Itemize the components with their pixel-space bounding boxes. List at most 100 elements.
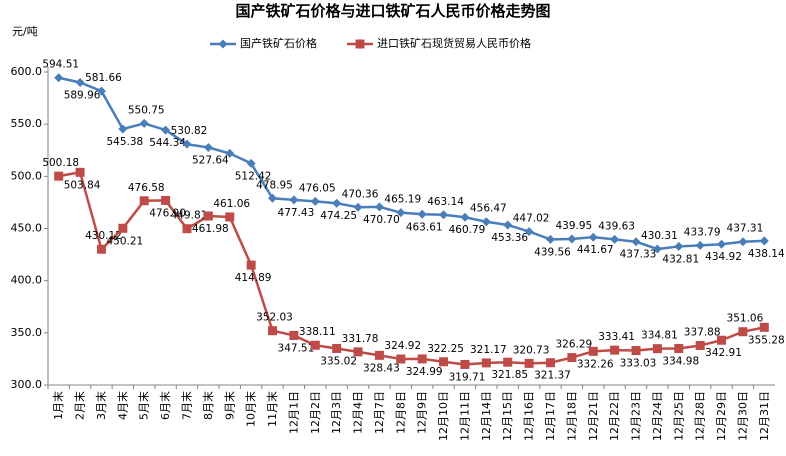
data-label: 352.03: [256, 312, 293, 324]
x-tick-label: 12月14日: [480, 391, 493, 441]
marker: [289, 330, 299, 340]
marker: [524, 227, 534, 237]
data-label: 460.79: [449, 224, 486, 236]
data-label: 530.82: [171, 125, 208, 137]
marker: [161, 195, 171, 205]
data-label: 321.85: [491, 369, 528, 381]
data-label: 465.19: [384, 194, 421, 206]
marker: [631, 346, 641, 356]
x-tick-label: 12月7日: [373, 391, 386, 434]
marker: [96, 244, 106, 254]
y-axis-label: 元/吨: [12, 25, 38, 38]
data-label: 337.88: [684, 326, 721, 338]
x-tick-label: 2月末: [73, 391, 87, 420]
data-label: 453.36: [491, 232, 528, 244]
data-label: 438.14: [748, 248, 785, 260]
data-label: 335.02: [320, 355, 357, 367]
data-label: 463.61: [406, 221, 443, 233]
x-tick-label: 12月15日: [501, 391, 514, 441]
data-label: 441.67: [577, 244, 614, 256]
data-label: 355.28: [748, 334, 785, 346]
marker: [695, 240, 705, 250]
data-label: 332.26: [577, 358, 614, 370]
x-tick-label: 9月末: [222, 391, 236, 420]
marker: [139, 196, 149, 206]
marker: [567, 234, 577, 244]
legend-marker: [218, 39, 228, 49]
marker: [225, 212, 235, 222]
x-tick-label: 12月9日: [416, 391, 429, 434]
marker: [182, 139, 192, 149]
marker: [310, 196, 320, 206]
data-label: 319.71: [449, 371, 486, 383]
data-label: 333.03: [620, 358, 657, 370]
data-label: 333.41: [598, 331, 635, 343]
data-label: 589.96: [64, 89, 101, 101]
series-line: [58, 170, 765, 366]
marker: [717, 239, 727, 249]
data-label: 328.43: [363, 362, 400, 374]
x-tick-label: 12月24日: [651, 391, 664, 441]
x-tick-label: 12月31日: [758, 391, 771, 441]
data-label: 321.17: [470, 344, 507, 356]
x-tick-label: 12月16日: [523, 391, 536, 441]
data-label: 334.81: [641, 330, 678, 342]
y-tick-label: 600.0: [11, 65, 43, 78]
data-label: 476.90: [149, 207, 186, 219]
data-label: 461.06: [213, 198, 250, 210]
marker: [759, 236, 769, 246]
x-tick-label: 12月1日: [287, 391, 300, 434]
marker: [54, 171, 64, 181]
marker: [332, 343, 342, 353]
data-label: 439.95: [555, 220, 592, 232]
marker: [481, 358, 491, 368]
data-label: 351.06: [727, 313, 764, 325]
marker: [439, 357, 449, 367]
x-tick-label: 10月末: [244, 391, 258, 427]
x-tick-label: 8月末: [201, 391, 215, 420]
marker: [439, 210, 449, 220]
data-label: 347.51: [278, 342, 315, 354]
x-tick-label: 12月21日: [587, 391, 600, 441]
marker: [610, 345, 620, 355]
marker: [268, 193, 278, 203]
data-label: 463.14: [427, 196, 464, 208]
y-tick-label: 300.0: [11, 378, 43, 391]
marker: [161, 125, 171, 135]
data-label: 527.64: [192, 154, 229, 166]
data-label: 544.34: [149, 137, 186, 149]
marker: [717, 335, 727, 345]
data-label: 439.56: [534, 246, 571, 258]
marker: [268, 326, 278, 336]
marker: [674, 241, 684, 251]
x-tick-label: 12月17日: [544, 391, 557, 441]
x-tick-label: 12月4日: [352, 391, 365, 434]
data-label: 430.12: [85, 230, 122, 242]
data-label: 338.11: [299, 326, 336, 338]
marker: [460, 359, 470, 369]
x-tick-label: 12月25日: [672, 391, 685, 441]
data-label: 478.95: [256, 179, 293, 191]
data-label: 503.84: [64, 179, 101, 191]
data-label: 321.37: [534, 370, 571, 382]
marker: [396, 354, 406, 364]
marker: [374, 350, 384, 360]
data-label: 414.89: [235, 272, 272, 284]
marker: [225, 148, 235, 158]
x-tick-label: 12月2日: [309, 391, 322, 434]
marker: [652, 244, 662, 254]
data-label: 324.92: [384, 340, 421, 352]
marker: [96, 86, 106, 96]
marker: [503, 220, 513, 230]
marker: [610, 234, 620, 244]
data-label: 456.47: [470, 203, 507, 215]
marker: [396, 208, 406, 218]
marker: [738, 237, 748, 247]
x-tick-label: 12月29日: [715, 391, 728, 441]
data-label: 474.25: [320, 210, 357, 222]
y-tick-label: 450.0: [11, 222, 43, 235]
x-tick-label: 12月10日: [437, 391, 450, 441]
marker: [545, 234, 555, 244]
y-tick-label: 400.0: [11, 274, 43, 287]
data-label: 594.51: [42, 59, 79, 71]
